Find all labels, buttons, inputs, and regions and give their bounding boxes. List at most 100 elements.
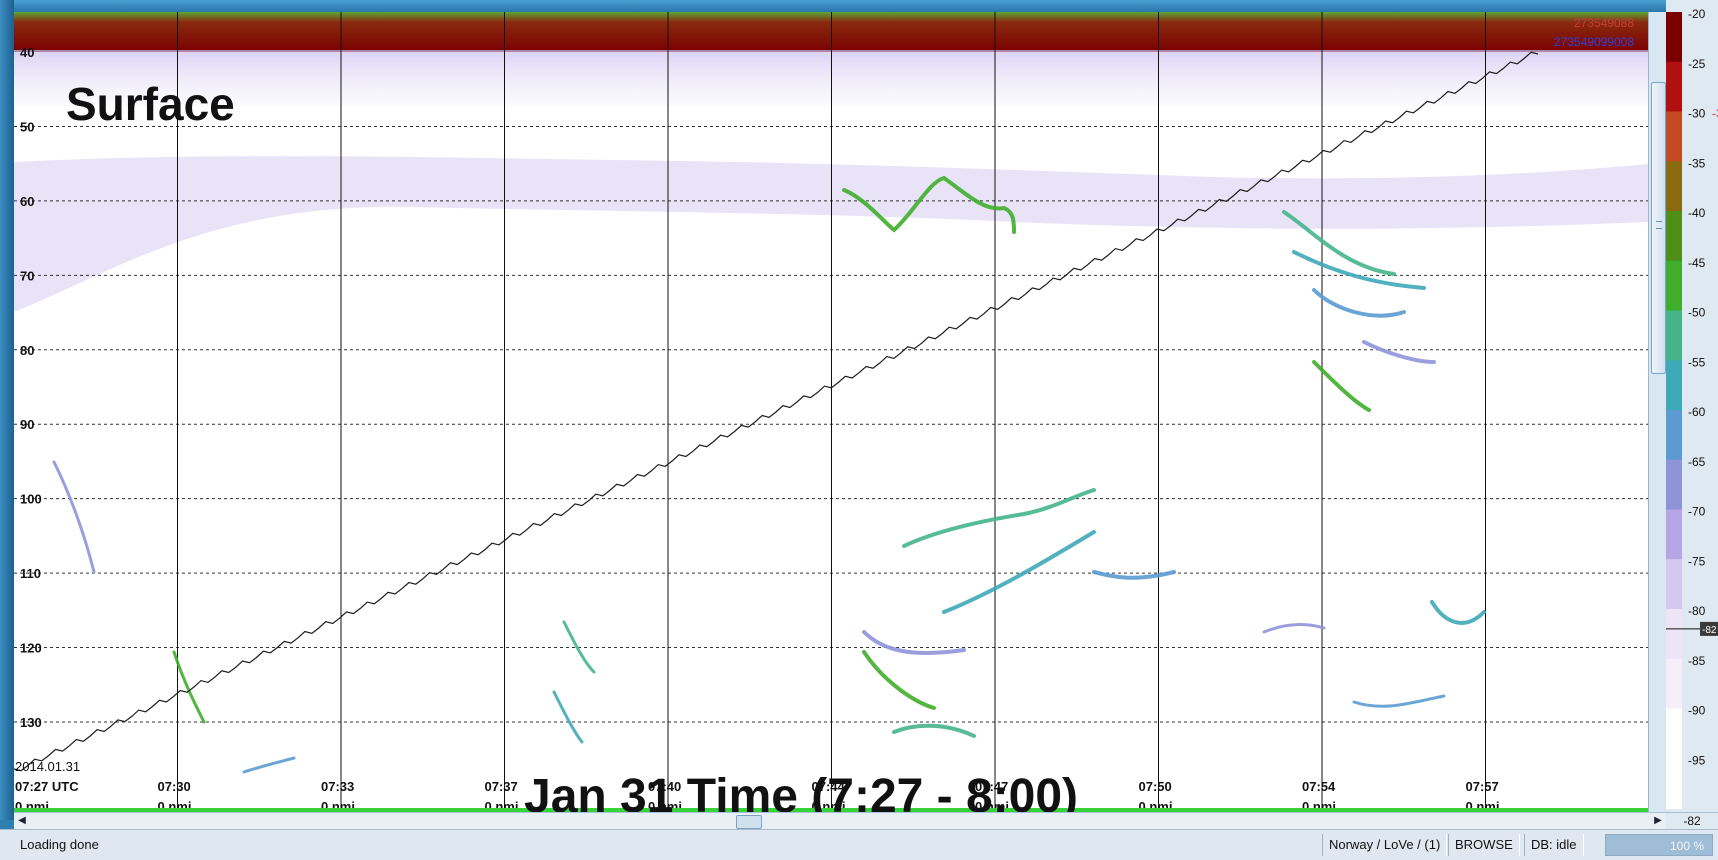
fish-track <box>942 530 1096 614</box>
scale-color-band <box>1666 708 1682 760</box>
scale-color-band <box>1666 410 1682 461</box>
scale-color-band <box>1666 310 1682 362</box>
scale-color-band <box>1666 509 1682 561</box>
fish-track <box>862 650 936 710</box>
scale-color-band <box>1666 211 1682 262</box>
color-scale[interactable]: -20 -25 -30 -35 -40 -45 -50 -55 -60 -65 -70 -75 -80 -… <box>1666 0 1718 820</box>
scale-tick-label: -60 <box>1688 405 1706 419</box>
depth-tick-label: 60 <box>20 194 34 209</box>
fish-track <box>1312 288 1406 318</box>
scale-color-band <box>1666 609 1682 660</box>
progress-bar: 100 % <box>1605 834 1713 856</box>
depth-tick-label: 120 <box>20 641 42 656</box>
date-label: 2014.01.31 <box>15 759 80 774</box>
fish-track <box>552 690 584 744</box>
fish-tracks <box>52 175 1486 774</box>
scale-tick-label: -25 <box>1688 57 1706 71</box>
status-message: Loading done <box>20 837 99 852</box>
scale-color-band <box>1666 658 1682 710</box>
time-tick-label: 07:33 <box>321 779 354 794</box>
scale-color-band <box>1666 161 1682 212</box>
depth-tick-label: 130 <box>20 715 42 730</box>
threshold-marker-2: -3 <box>1712 107 1718 121</box>
horizontal-scrollbar[interactable]: ◀ ▶ <box>14 812 1666 830</box>
fish-track <box>1430 600 1486 625</box>
scale-tick-label: -80 <box>1688 604 1706 618</box>
time-tick-label: 07:50 <box>1139 779 1172 794</box>
scale-tick-label: -90 <box>1688 704 1706 718</box>
scale-tick-label: -95 <box>1688 753 1706 767</box>
time-tick-label: 07:37 <box>485 779 518 794</box>
time-tick-label: 07:47 <box>975 779 1008 794</box>
scale-color-band <box>1666 61 1682 113</box>
vertical-scrollbar[interactable] <box>1648 12 1667 820</box>
depth-axis-labels: 40 50 60 70 80 90 100 110 120 130 <box>20 45 42 730</box>
scale-color-band <box>1666 459 1682 511</box>
progress-label: 100 % <box>1669 839 1704 853</box>
horizontal-scroll-thumb[interactable] <box>736 815 762 829</box>
bottom-depth-line <box>14 51 1539 772</box>
time-tick-label: 07:54 <box>1302 779 1336 794</box>
db-status: DB: idle <box>1524 834 1584 856</box>
fish-track <box>242 756 296 774</box>
scale-color-band <box>1666 111 1682 163</box>
time-tick-label: 07:30 <box>158 779 191 794</box>
fish-track <box>1312 360 1371 412</box>
fish-track <box>1292 250 1426 290</box>
scale-tick-label: -50 <box>1688 306 1706 320</box>
scale-tick-label: -40 <box>1688 206 1706 220</box>
vertical-scroll-thumb[interactable] <box>1651 82 1666 374</box>
scale-color-band <box>1666 360 1682 411</box>
overlay-title: Surface <box>66 78 235 130</box>
fish-track <box>842 175 1016 234</box>
depth-tick-label: 50 <box>20 119 34 134</box>
time-tick-label: 07:27 UTC <box>15 779 79 794</box>
threshold-marker: -82 <box>1702 625 1717 636</box>
time-tick-label: 07:44 <box>812 779 846 794</box>
fish-track <box>1262 623 1326 634</box>
mode-label: BROWSE <box>1448 834 1520 856</box>
status-bar: Loading done Norway / LoVe / (1) BROWSE … <box>0 829 1718 860</box>
scroll-left-arrow-icon[interactable]: ◀ <box>18 815 26 826</box>
scale-tick-label: -45 <box>1688 256 1706 270</box>
fish-track <box>1362 340 1436 364</box>
scale-tick-label: -65 <box>1688 455 1706 469</box>
ping-id-1: 273549088 <box>1574 16 1634 30</box>
scale-tick-label: -30 <box>1688 107 1706 121</box>
fish-track <box>902 488 1096 548</box>
depth-tick-label: 80 <box>20 343 34 358</box>
fish-track <box>562 620 596 674</box>
scale-tick-label: -55 <box>1688 355 1706 369</box>
grip-icon <box>1656 221 1662 229</box>
window-left-border <box>0 0 14 820</box>
survey-label: Norway / LoVe / (1) <box>1322 834 1448 856</box>
scale-tick-label: -35 <box>1688 156 1706 170</box>
scale-color-band <box>1666 12 1682 63</box>
window-top-border <box>0 0 1718 12</box>
scale-color-band <box>1666 758 1682 809</box>
fish-track <box>862 630 966 655</box>
depth-tick-label: 70 <box>20 268 34 283</box>
scatter-layer-60m <box>14 156 1648 312</box>
echogram-canvas[interactable]: 40 50 60 70 80 90 100 110 120 130 07:27 UTC 0 nmi 0… <box>14 12 1648 820</box>
scale-color-band <box>1666 260 1682 312</box>
ping-id-2: 273549099008 <box>1554 35 1634 49</box>
depth-tick-label: 40 <box>20 45 34 60</box>
scroll-right-arrow-icon[interactable]: ▶ <box>1654 815 1662 826</box>
depth-tick-label: 100 <box>20 492 42 507</box>
fish-track <box>1092 570 1176 580</box>
time-gridlines <box>177 12 1486 808</box>
fish-track <box>1282 210 1396 276</box>
scale-color-band <box>1666 559 1682 610</box>
fish-track <box>892 723 976 738</box>
time-tick-label: 07:40 <box>648 779 681 794</box>
time-tick-label: 07:57 <box>1466 779 1499 794</box>
fish-track <box>52 460 96 574</box>
scale-tick-label: -20 <box>1688 7 1706 21</box>
scale-tick-label: -70 <box>1688 505 1706 519</box>
scale-tick-label: -75 <box>1688 554 1706 568</box>
threshold-marker-bg <box>1700 621 1718 636</box>
fish-track <box>1352 694 1446 708</box>
gain-value: -82 <box>1666 812 1718 830</box>
scale-tick-label: -85 <box>1688 654 1706 668</box>
